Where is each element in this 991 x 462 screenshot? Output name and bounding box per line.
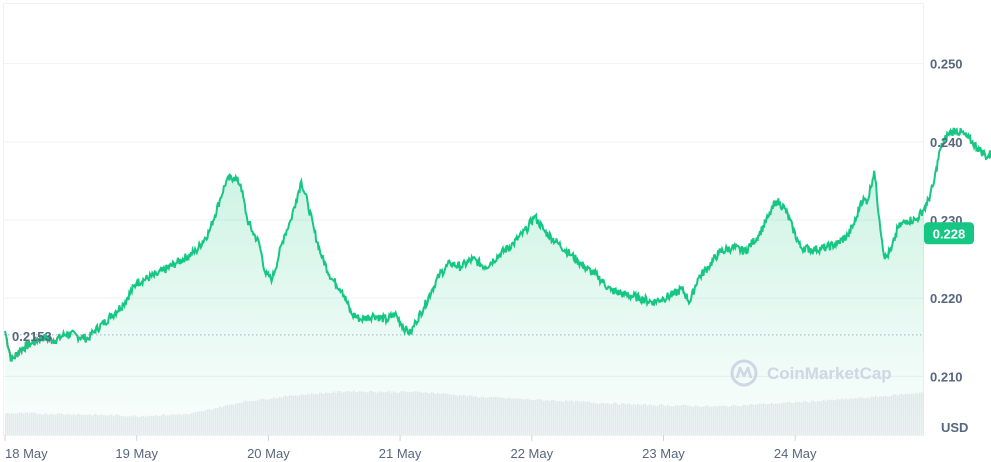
x-tick-label: 21 May [379, 446, 422, 461]
volume-bar [971, 388, 973, 435]
volume-bar [989, 387, 991, 435]
y-tick-label: 0.250 [930, 57, 963, 72]
volume-bar [975, 387, 977, 435]
volume-bar [937, 392, 939, 435]
volume-bar [929, 392, 931, 435]
volume-bar [935, 392, 937, 435]
volume-bar [981, 387, 983, 435]
x-axis: 18 May 19 May 20 May 21 May 22 May 23 May 24 M… [4, 435, 817, 461]
volume-bar [983, 386, 985, 435]
x-tick-label: 23 May [642, 446, 685, 461]
x-tick-label: 19 May [115, 446, 158, 461]
watermark: CoinMarketCap [730, 359, 892, 387]
current-price-tag-bg [924, 222, 974, 245]
volume-bar [925, 391, 927, 435]
watermark-text: CoinMarketCap [767, 364, 892, 383]
coinmarketcap-logo-mark [735, 366, 753, 379]
x-tick-label: 24 May [774, 446, 817, 461]
currency-unit-label: USD [941, 420, 968, 435]
current-price-tag: 0.228 [924, 222, 974, 245]
y-tick-label: 0.210 [930, 369, 963, 384]
volume-bar [969, 388, 971, 435]
x-tick-label: 22 May [510, 446, 553, 461]
volume-bar [979, 388, 981, 435]
volume-bar [933, 392, 935, 435]
y-tick-label: 0.240 [930, 135, 963, 150]
volume-bar [931, 391, 933, 435]
volume-bar [927, 392, 929, 435]
volume-bar [985, 387, 987, 435]
volume-bar [987, 386, 989, 435]
price-line [4, 127, 991, 362]
volume-bar [977, 387, 979, 435]
coinmarketcap-logo-icon [730, 359, 758, 387]
y-tick-label: 0.220 [930, 291, 963, 306]
x-tick-label: 18 May [5, 446, 48, 461]
current-price-value: 0.228 [933, 226, 966, 241]
open-price-label: 0.2153 [12, 329, 52, 344]
volume-bar [973, 388, 975, 435]
x-tick-label: 20 May [247, 446, 290, 461]
price-area [5, 170, 924, 435]
